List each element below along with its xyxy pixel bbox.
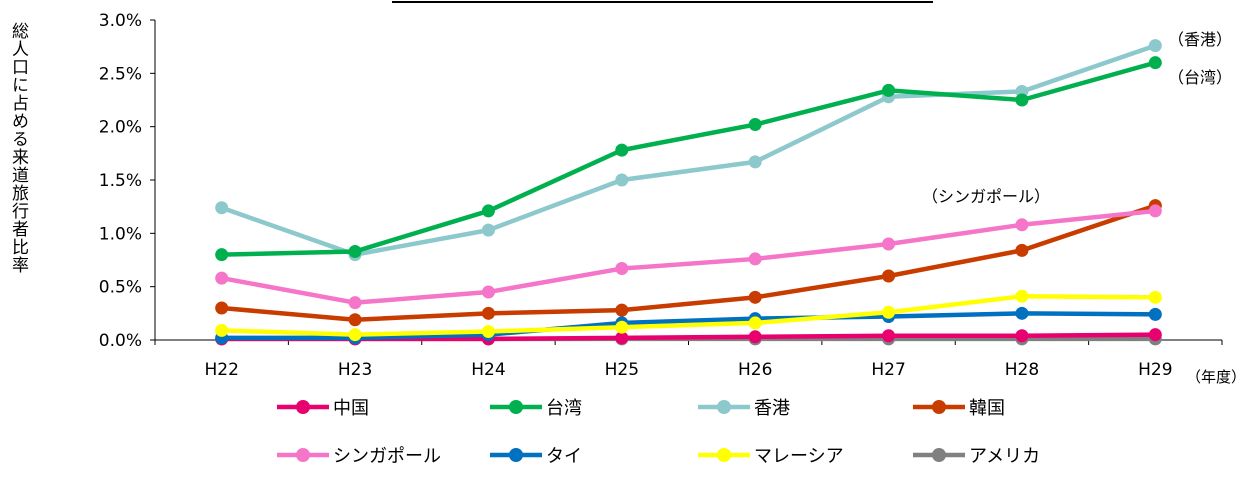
data-point: [748, 155, 762, 169]
legend-label: アメリカ: [969, 446, 1041, 467]
data-point: [615, 143, 629, 157]
y-tick-label: 3.0%: [99, 11, 142, 31]
data-point: [481, 285, 495, 299]
x-tick-label: H25: [605, 360, 639, 380]
legend-label: マレーシア: [754, 446, 844, 467]
legend-item-香港: 香港: [698, 392, 790, 422]
x-tick-label: H26: [738, 360, 772, 380]
annotation-singapore: （シンガポール）: [922, 187, 1051, 206]
data-point: [748, 118, 762, 132]
legend-item-シンガポール: シンガポール: [277, 440, 441, 470]
legend-swatch: [913, 400, 965, 414]
legend-swatch: [913, 448, 965, 462]
data-point: [215, 301, 229, 315]
y-tick-label: 1.5%: [99, 171, 142, 191]
legend-swatch: [698, 400, 750, 414]
legend-swatch: [277, 400, 329, 414]
data-point: [882, 305, 896, 319]
data-point: [615, 173, 629, 187]
series-line: [221, 294, 1156, 337]
legend-swatch: [490, 448, 542, 462]
y-axis-label: 総人口に占める来道旅行者比率: [8, 22, 28, 274]
legend-item-マレーシア: マレーシア: [698, 440, 844, 470]
series-line: [221, 203, 1157, 322]
data-point: [1015, 306, 1029, 320]
legend-item-タイ: タイ: [490, 440, 582, 470]
x-tick-label: H27: [871, 360, 905, 380]
data-point: [481, 306, 495, 320]
data-point: [215, 323, 229, 337]
x-tick-label: H22: [204, 360, 238, 380]
data-point: [481, 223, 495, 237]
data-point: [1015, 289, 1029, 303]
data-point: [1015, 93, 1029, 107]
data-point: [748, 330, 762, 344]
series-マレーシア: [215, 289, 1162, 342]
legend-item-韓国: 韓国: [913, 392, 1005, 422]
data-point: [1015, 218, 1029, 232]
legend-label: 韓国: [969, 398, 1005, 419]
legend-swatch: [698, 448, 750, 462]
y-tick-label: 1.0%: [99, 224, 142, 244]
data-point: [1015, 329, 1029, 343]
legend-label: 台湾: [546, 398, 582, 419]
x-tick-label: H23: [338, 360, 372, 380]
series-line: [221, 311, 1156, 341]
data-point: [882, 329, 896, 343]
data-point: [348, 296, 362, 310]
data-point: [615, 331, 629, 345]
x-tick-label: H24: [471, 360, 505, 380]
data-point: [615, 262, 629, 276]
data-point: [348, 328, 362, 342]
data-point: [215, 248, 229, 262]
data-point: [882, 237, 896, 251]
data-point: [615, 303, 629, 317]
series-line: [221, 208, 1156, 305]
legend-label: シンガポール: [333, 446, 441, 467]
data-point: [348, 244, 362, 258]
legend-item-中国: 中国: [277, 392, 369, 422]
data-point: [1015, 243, 1029, 257]
y-tick-label: 0.0%: [99, 331, 142, 351]
series-layer: [215, 39, 1162, 346]
legend-label: 中国: [333, 398, 369, 419]
data-point: [348, 313, 362, 327]
legend-label: 香港: [754, 398, 790, 419]
legend-swatch: [490, 400, 542, 414]
data-point: [1148, 39, 1162, 53]
data-point: [1148, 56, 1162, 70]
x-tick-label: H29: [1138, 360, 1172, 380]
legend-item-台湾: 台湾: [490, 392, 582, 422]
data-point: [1148, 307, 1162, 321]
data-point: [481, 204, 495, 218]
data-point: [882, 269, 896, 283]
data-point: [748, 252, 762, 266]
data-point: [748, 316, 762, 330]
annotation-hongkong: （香港）: [1168, 30, 1233, 49]
data-point: [615, 320, 629, 334]
series-台湾: [215, 56, 1162, 262]
series-line: [221, 60, 1156, 257]
legend-swatch: [277, 448, 329, 462]
legend-item-アメリカ: アメリカ: [913, 440, 1040, 470]
data-point: [1148, 328, 1162, 342]
series-韓国: [215, 199, 1162, 327]
data-point: [882, 83, 896, 97]
data-point: [748, 290, 762, 304]
data-point: [1148, 290, 1162, 304]
data-point: [1148, 204, 1162, 218]
y-tick-label: 2.5%: [99, 64, 142, 84]
annotation-taiwan: （台湾）: [1168, 68, 1233, 87]
data-point: [481, 324, 495, 338]
series-シンガポール: [215, 204, 1162, 310]
series-line: [220, 43, 1157, 257]
y-tick-label: 2.0%: [99, 118, 142, 138]
x-axis-unit-label: （年度）: [1186, 368, 1247, 386]
data-point: [215, 201, 229, 215]
legend-label: タイ: [546, 446, 582, 467]
x-tick-label: H28: [1005, 360, 1039, 380]
data-point: [215, 271, 229, 285]
y-tick-label: 0.5%: [99, 278, 142, 298]
